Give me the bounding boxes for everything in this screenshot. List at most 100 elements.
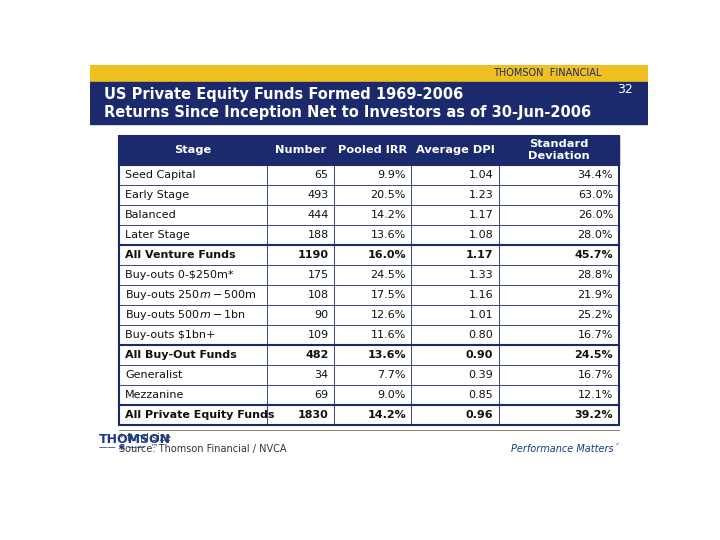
Text: 175: 175 (307, 270, 328, 280)
Text: Buy-outs $1bn+: Buy-outs $1bn+ (125, 330, 215, 340)
Text: 0.90: 0.90 (466, 350, 493, 360)
Text: 28.0%: 28.0% (577, 230, 613, 240)
Text: Stage: Stage (174, 145, 212, 156)
Text: 34.4%: 34.4% (577, 170, 613, 180)
Text: 39.2%: 39.2% (575, 410, 613, 420)
Text: Average DPI: Average DPI (415, 145, 495, 156)
Text: 0.96: 0.96 (466, 410, 493, 420)
Text: 1.33: 1.33 (469, 270, 493, 280)
Text: Buy-outs 0-$250m*: Buy-outs 0-$250m* (125, 270, 233, 280)
Bar (120, 245, 618, 265)
Text: Performance Matters´: Performance Matters´ (511, 444, 618, 454)
Bar (266, 136, 334, 165)
Text: All Private Equity Funds: All Private Equity Funds (125, 410, 274, 420)
Text: 24.5%: 24.5% (371, 270, 406, 280)
Text: 11.6%: 11.6% (371, 330, 406, 340)
Text: 1.23: 1.23 (469, 190, 493, 200)
Text: 109: 109 (307, 330, 328, 340)
Text: Source: Thomson Financial / NVCA: Source: Thomson Financial / NVCA (120, 444, 287, 454)
Text: 20.5%: 20.5% (371, 190, 406, 200)
Text: 26.0%: 26.0% (577, 210, 613, 220)
Text: Seed Capital: Seed Capital (125, 170, 196, 180)
Text: 1.17: 1.17 (469, 210, 493, 220)
Text: 1830: 1830 (298, 410, 328, 420)
Text: All Venture Funds: All Venture Funds (125, 250, 235, 260)
Text: 32: 32 (617, 83, 632, 96)
Bar (120, 305, 618, 325)
Bar (90, 65, 648, 82)
Bar (120, 205, 618, 225)
Text: 63.0%: 63.0% (578, 190, 613, 200)
Text: 13.6%: 13.6% (367, 350, 406, 360)
Bar (120, 385, 618, 405)
Text: THOMSON  FINANCIAL: THOMSON FINANCIAL (493, 68, 601, 78)
Text: Later Stage: Later Stage (125, 230, 190, 240)
Bar (120, 405, 618, 425)
Text: 14.2%: 14.2% (371, 210, 406, 220)
Text: 1.08: 1.08 (469, 230, 493, 240)
Text: * fund size: * fund size (120, 433, 171, 443)
Text: Mezzanine: Mezzanine (125, 390, 184, 400)
Text: 1.16: 1.16 (469, 290, 493, 300)
Text: Early Stage: Early Stage (125, 190, 189, 200)
Text: 0.80: 0.80 (469, 330, 493, 340)
Text: Pooled IRR: Pooled IRR (338, 145, 408, 156)
Text: 13.6%: 13.6% (371, 230, 406, 240)
Bar (120, 136, 618, 425)
Text: Buy-outs $500m-$1bn: Buy-outs $500m-$1bn (125, 308, 246, 322)
Bar (120, 345, 618, 365)
Text: 493: 493 (307, 190, 328, 200)
Text: Generalist: Generalist (125, 370, 182, 380)
Text: 482: 482 (305, 350, 328, 360)
Bar (120, 285, 618, 305)
Text: 0.85: 0.85 (469, 390, 493, 400)
Bar (499, 136, 618, 165)
Text: 69: 69 (315, 390, 328, 400)
Bar (120, 165, 618, 185)
Text: Number: Number (275, 145, 326, 156)
Text: 188: 188 (307, 230, 328, 240)
Text: All Buy-Out Funds: All Buy-Out Funds (125, 350, 237, 360)
Text: 17.5%: 17.5% (371, 290, 406, 300)
Text: 21.9%: 21.9% (577, 290, 613, 300)
Bar (120, 225, 618, 245)
Text: 34: 34 (315, 370, 328, 380)
Bar (120, 265, 618, 285)
Text: US Private Equity Funds Formed 1969-2006: US Private Equity Funds Formed 1969-2006 (104, 87, 463, 102)
Text: 1190: 1190 (297, 250, 328, 260)
Text: 14.2%: 14.2% (367, 410, 406, 420)
Text: 16.7%: 16.7% (577, 370, 613, 380)
Text: Standard
Deviation: Standard Deviation (528, 139, 590, 161)
Bar (120, 325, 618, 345)
Text: THOMSON: THOMSON (99, 433, 171, 446)
Text: 444: 444 (307, 210, 328, 220)
Text: Returns Since Inception Net to Investors as of 30-Jun-2006: Returns Since Inception Net to Investors… (104, 105, 591, 120)
Text: 9.9%: 9.9% (377, 170, 406, 180)
Text: 1.04: 1.04 (469, 170, 493, 180)
Text: 25.2%: 25.2% (577, 310, 613, 320)
Text: 7.7%: 7.7% (377, 370, 406, 380)
Text: Buy-outs $250m-$500m: Buy-outs $250m-$500m (125, 288, 256, 302)
Bar (120, 185, 618, 205)
Text: 108: 108 (307, 290, 328, 300)
Bar (120, 136, 266, 165)
Text: 16.0%: 16.0% (367, 250, 406, 260)
Text: 1.01: 1.01 (469, 310, 493, 320)
Text: 65: 65 (315, 170, 328, 180)
Text: —— ✱ ——  ™: —— ✱ —— ™ (99, 443, 158, 452)
Text: 45.7%: 45.7% (575, 250, 613, 260)
Text: 90: 90 (315, 310, 328, 320)
Bar (411, 136, 499, 165)
Text: 24.5%: 24.5% (575, 350, 613, 360)
Text: 28.8%: 28.8% (577, 270, 613, 280)
Bar (120, 365, 618, 385)
Text: 12.6%: 12.6% (371, 310, 406, 320)
Bar (90, 82, 648, 124)
Text: 1.17: 1.17 (466, 250, 493, 260)
Text: 0.39: 0.39 (469, 370, 493, 380)
Text: Balanced: Balanced (125, 210, 176, 220)
Text: 16.7%: 16.7% (577, 330, 613, 340)
Bar (334, 136, 411, 165)
Text: 12.1%: 12.1% (577, 390, 613, 400)
Text: 9.0%: 9.0% (377, 390, 406, 400)
